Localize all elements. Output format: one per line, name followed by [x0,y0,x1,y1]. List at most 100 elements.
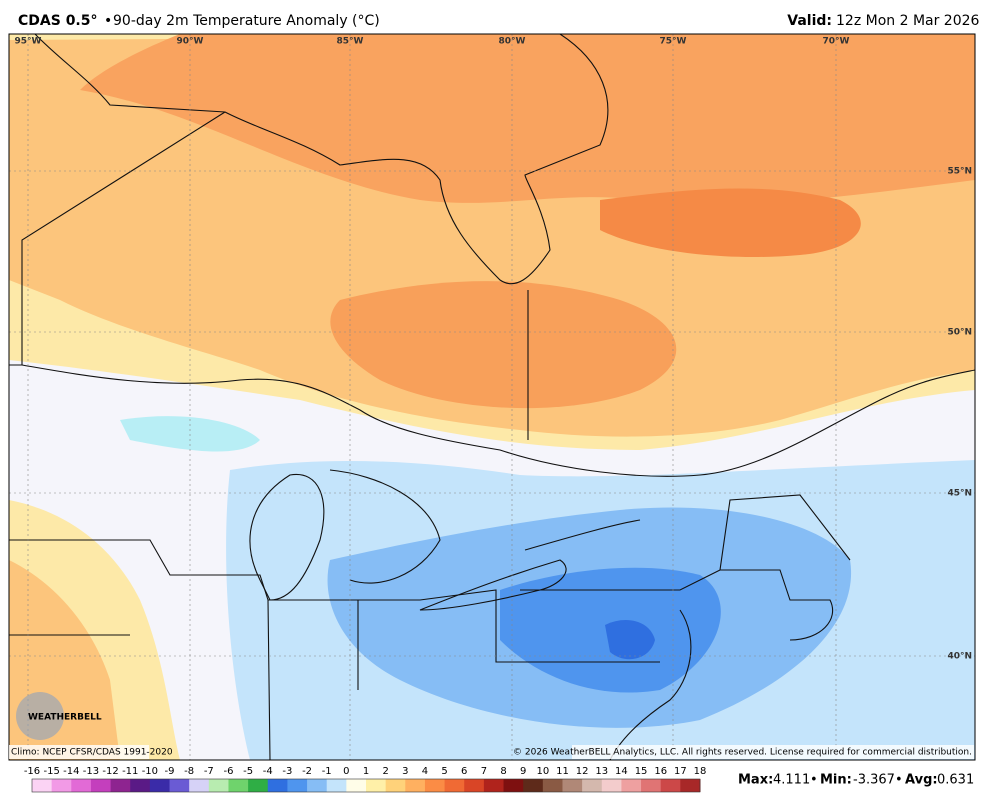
colorbar-swatch [149,779,171,792]
colorbar-label: 1 [363,766,369,777]
logo: WEATHERBELL [28,713,102,723]
avg-label: Avg: [905,773,938,788]
lon-label: 75°W [660,37,687,47]
colorbar-label: 3 [402,766,408,777]
colorbar-swatch [32,779,53,792]
lat-label: 50°N [947,328,972,338]
colorbar-label: 2 [382,766,388,777]
colorbar-swatch [248,779,269,792]
colorbar-swatch [51,779,72,792]
valid-value: 12z Mon 2 Mar 2026 [836,13,980,29]
colorbar-label: -15 [43,766,59,777]
lat-label: 55°N [947,167,972,177]
colorbar-swatch [366,779,387,792]
note-bg [572,745,974,759]
colorbar: -16 -15 -14 -13 -12 -11 -10 -9 -8 -7 -6 -5 -4 -3 -2 -1 0… [24,766,707,793]
colorbar-label: -4 [263,766,273,777]
colorbar-swatch [542,779,563,792]
colorbar-label: 10 [536,766,549,777]
colorbar-label: 0 [343,766,349,777]
colorbar-swatch [621,779,642,792]
colorbar-label: 15 [635,766,648,777]
separator: • [104,13,112,29]
colorbar-swatch [444,779,465,792]
colorbar-swatch [228,779,249,792]
note-bg [9,745,149,759]
borders [9,34,975,760]
avg-value: 0.631 [937,773,974,788]
colorbar-label: -13 [83,766,99,777]
colorbar-swatch [405,779,426,792]
climo-note: Climo: NCEP CFSR/CDAS 1991-2020 [11,748,173,758]
colorbar-label: 7 [481,766,487,777]
colorbar-label: -1 [322,766,332,777]
max-value: 4.111 [773,773,810,788]
colorbar-swatch [503,779,524,792]
separator: • [895,773,903,788]
colorbar-label: -8 [184,766,194,777]
lon-label: 80°W [499,37,526,47]
colorbar-swatch [562,779,583,792]
colorbar-swatch [307,779,328,792]
colorbar-label: 11 [556,766,569,777]
colorbar-swatch [169,779,190,792]
colorbar-label: 8 [500,766,506,777]
valid-label: Valid: [787,13,832,29]
colorbar-swatch [326,779,347,792]
colorbar-swatch [523,779,544,792]
colorbar-swatch [208,779,229,792]
colorbar-label: -12 [102,766,118,777]
colorbar-label: -11 [122,766,138,777]
separator: • [810,773,818,788]
colorbar-label: -7 [204,766,214,777]
colorbar-label: -2 [302,766,312,777]
colorbar-label: 4 [422,766,428,777]
colorbar-swatch [464,779,485,792]
colorbar-swatch [385,779,406,792]
max-label: Max: [738,773,773,788]
lon-label: 90°W [177,37,204,47]
colorbar-swatch [601,779,622,792]
colorbar-label: 18 [694,766,707,777]
colorbar-label: 5 [441,766,447,777]
colorbar-swatch [582,779,603,792]
colorbar-swatch [71,779,92,792]
colorbar-label: 13 [595,766,608,777]
min-label: Min: [820,773,852,788]
colorbar-swatch [287,779,308,792]
colorbar-swatch [189,779,210,792]
colorbar-swatch [424,779,446,792]
colorbar-swatch [267,779,288,792]
lon-label: 95°W [15,37,42,47]
colorbar-swatch [660,779,681,792]
map: 95°W 90°W 85°W 80°W 75°W 70°W 55°N 50°N … [8,33,976,761]
colorbar-label: -14 [63,766,79,777]
colorbar-swatch [130,779,151,792]
lon-label: 85°W [337,37,364,47]
colorbar-label: 6 [461,766,467,777]
colorbar-label: -5 [243,766,253,777]
colorbar-swatch [110,779,131,792]
colorbar-label: -6 [223,766,233,777]
min-value: -3.367 [853,773,895,788]
colorbar-frame [31,778,701,793]
map-fill [9,34,975,760]
map-frame [8,33,976,761]
colorbar-label: 16 [654,766,667,777]
colorbar-swatch [641,779,662,792]
subtitle: 90-day 2m Temperature Anomaly (°C) [113,13,380,29]
lon-label: 70°W [823,37,850,47]
title: CDAS 0.5° [18,13,98,29]
lat-label: 45°N [947,489,972,499]
colorbar-label: 17 [674,766,687,777]
colorbar-swatch [90,779,112,792]
colorbar-label: 14 [615,766,628,777]
colorbar-label: -10 [142,766,158,777]
colorbar-label: 12 [576,766,589,777]
lat-label: 40°N [947,652,972,662]
colorbar-label: -9 [165,766,175,777]
logo-globe [16,692,64,740]
colorbar-label: 9 [520,766,526,777]
copyright: © 2026 WeatherBELL Analytics, LLC. All r… [513,748,972,758]
